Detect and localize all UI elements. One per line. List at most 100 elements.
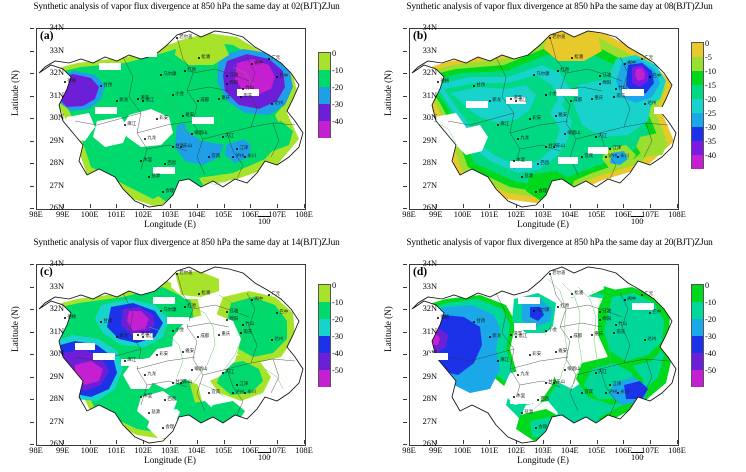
station-label: 会理 [538, 189, 548, 195]
station-label: 江油 [229, 73, 239, 79]
station-label: 甘孜 [476, 319, 486, 325]
station-marker [640, 293, 644, 297]
colorbar-tick-label: -10 [705, 67, 717, 76]
y-axis-tick-mark [30, 208, 34, 209]
station-label: 江津 [612, 146, 622, 152]
station-label: 雅安 [558, 349, 568, 355]
x-axis-tick-mark [650, 440, 652, 444]
station-marker [171, 93, 175, 97]
station-marker [570, 56, 574, 60]
station-label: 小金 [175, 328, 185, 334]
station-label: 德格 [67, 79, 77, 85]
panel-b-ylabel: Latitude (N) [383, 70, 393, 116]
colorbar-swatch [691, 353, 704, 370]
x-axis-tick-label: 101E [480, 210, 499, 219]
station-marker [139, 395, 143, 399]
station-label: 绵阳 [229, 81, 239, 87]
station-marker [183, 305, 187, 309]
station-label: 若尔盖 [552, 35, 566, 41]
y-axis-tick-label: 27N [422, 416, 437, 426]
station-marker [179, 381, 183, 385]
colorbar-tick-label: -40 [332, 349, 344, 358]
panel-c-title: Synthetic analysis of vapor flux diverge… [33, 238, 340, 248]
station-marker [594, 135, 598, 139]
y-axis-tick-mark [403, 444, 407, 445]
x-axis-tick-mark [196, 440, 198, 444]
y-axis-tick-mark [403, 421, 407, 423]
y-axis-tick-label: 26N [422, 203, 437, 212]
colorbar-tick-label: -35 [705, 137, 717, 146]
x-axis-tick-label: 105E [214, 446, 233, 455]
station-marker [604, 391, 608, 395]
station-label: 新龙 [119, 98, 129, 104]
x-axis-tick-mark [435, 204, 437, 208]
station-label: 小金 [548, 92, 558, 98]
station-label: 成都 [573, 334, 583, 340]
station-label: 绵阳 [229, 317, 239, 323]
station-label: 岷眉山 [567, 131, 581, 137]
y-axis-tick-mark [403, 376, 407, 378]
station-marker [623, 298, 627, 302]
x-axis-tick-label: 104E [187, 446, 206, 455]
station-label: 西昌 [167, 397, 177, 403]
station-marker [594, 371, 598, 375]
station-marker [63, 316, 67, 320]
station-label: 内江 [598, 370, 608, 376]
station-label: 红原 [187, 68, 197, 74]
station-marker [275, 311, 279, 315]
station-marker [171, 381, 175, 385]
x-axis-tick-label: 102E [507, 210, 526, 219]
station-marker [241, 87, 245, 91]
station-label: 江津 [612, 382, 622, 388]
station-marker [171, 145, 175, 149]
x-axis-tick-mark [409, 440, 410, 444]
station-label: 西昌 [540, 397, 550, 403]
colorbar-tick-label: -30 [705, 123, 717, 132]
station-label: 雅安 [558, 113, 568, 119]
x-axis-tick-label: 100E [453, 210, 472, 219]
x-axis-tick-mark [116, 204, 118, 208]
station-label: 盐源 [151, 410, 161, 416]
station-label: 马尔康 [536, 72, 550, 78]
colorbar-swatch [691, 127, 704, 141]
station-marker [569, 335, 573, 339]
station-marker [275, 75, 279, 79]
station-label: 盐源 [151, 174, 161, 180]
y-axis-tick-mark [403, 118, 407, 119]
x-axis-tick-mark [62, 440, 64, 444]
colorbar-tick-label: 0 [332, 281, 337, 290]
y-axis-tick-mark [403, 286, 407, 288]
x-axis-tick-mark [569, 440, 571, 444]
station-marker [472, 84, 476, 88]
station-label: 南充 [616, 94, 626, 100]
y-axis-tick-label: 30N [49, 113, 64, 122]
colorbar-swatch [318, 353, 331, 370]
x-axis-tick-mark [462, 440, 464, 444]
panel-d-map: (d) 德格 甘孜 新龙 道孚 马尔康 小金 若尔盖 松潘 绵阳 江油 阁中 巴中 达州 广元 重庆 成都 雅安… [409, 264, 679, 446]
y-axis-tick-label: 32N [49, 68, 64, 77]
station-label: 甘洛 [175, 380, 185, 386]
station-label: 广元 [644, 292, 654, 298]
station-label: 泸州 [235, 390, 245, 396]
panel-a-title: Synthetic analysis of vapor flux diverge… [33, 2, 340, 12]
colorbar-tick-label: -15 [705, 81, 717, 90]
station-marker [115, 99, 119, 103]
x-axis-tick-label: 104E [560, 446, 579, 455]
station-label: 乐山 [556, 144, 566, 150]
station-marker [544, 329, 548, 333]
station-label: 甘孜 [103, 319, 113, 325]
station-marker [496, 359, 500, 363]
station-label: 红原 [560, 68, 570, 74]
station-label: 岷眉山 [567, 367, 581, 373]
x-axis-tick-label: 103E [161, 210, 179, 219]
panel-a-map: (a) 德格 甘孜 新龙 道孚 马尔康 小金 若尔盖 松潘 绵阳 江油 阁中 巴中 达州 广元 重庆 成都 雅安… [36, 28, 306, 210]
station-marker [250, 298, 254, 302]
station-label: 江津 [239, 382, 249, 388]
y-axis-tick-label: 29N [49, 135, 64, 145]
station-label: 乐山 [183, 380, 193, 386]
colorbar-swatch [318, 52, 331, 70]
x-axis-tick-mark [250, 440, 252, 444]
station-marker [197, 56, 201, 60]
station-marker [175, 36, 179, 40]
station-label: 江油 [602, 73, 612, 79]
